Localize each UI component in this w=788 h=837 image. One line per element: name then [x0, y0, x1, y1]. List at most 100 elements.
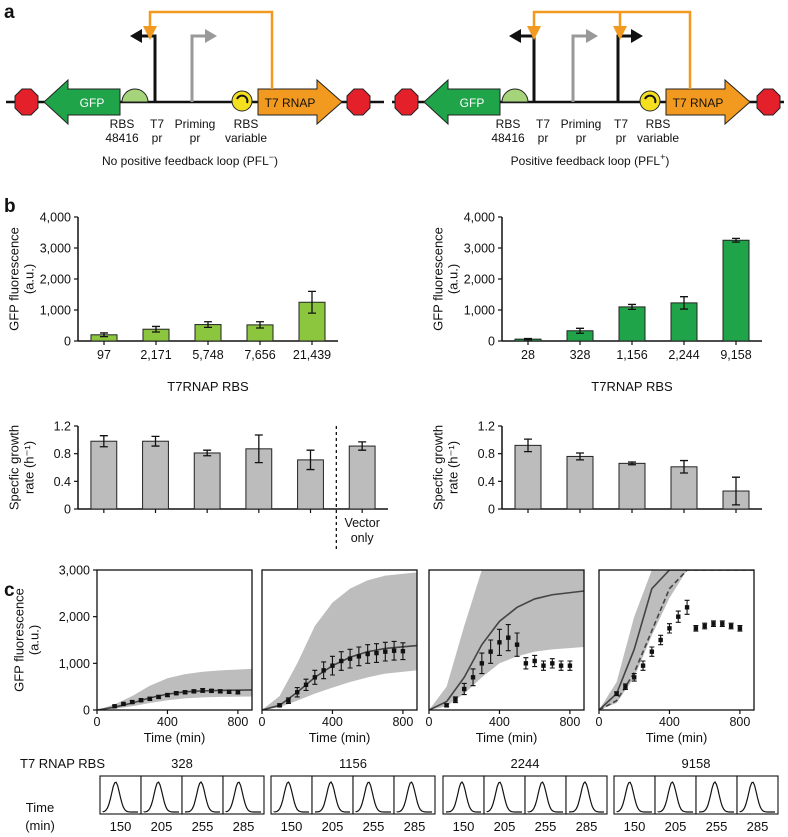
y-tick-label: 3,000: [464, 242, 495, 256]
y-tick-label: 0.4: [478, 475, 495, 489]
dist-box: [442, 775, 485, 815]
x-tick-label: 7,656: [244, 348, 275, 362]
dist-curve: [657, 781, 693, 813]
error-bar: [628, 303, 636, 311]
y-tick-label: 0.8: [54, 447, 71, 461]
t7pr2-label-1: T7: [614, 117, 628, 131]
data-point: [558, 663, 564, 668]
data-point: [130, 699, 135, 705]
y-tick-label: 3,000: [40, 242, 71, 256]
error-bar: [308, 290, 316, 314]
bar: [90, 440, 118, 510]
data-point: [614, 691, 619, 696]
chart-c-timecourse: 0 400 800 Time (min) 0 1,000 2,000 3,000 GFP flu…: [12, 564, 755, 745]
data-point: [112, 704, 117, 709]
dist-curve: [486, 781, 522, 813]
error-bar: [732, 476, 740, 506]
t7pr-label-2: pr: [152, 131, 163, 145]
dist-group-328: 328 150 205 255 285: [99, 756, 265, 834]
error-bar: [524, 337, 532, 341]
model-band: [97, 668, 252, 710]
x-tick-label: 400: [489, 715, 510, 729]
error-bar: [100, 332, 108, 338]
error-bar: [732, 237, 740, 243]
error-bar: [524, 438, 532, 453]
x-tick-label: 21,439: [293, 348, 331, 362]
bar: [193, 452, 221, 510]
y-tick-label: 1.2: [478, 420, 495, 434]
data-point: [649, 649, 655, 654]
bar: [348, 445, 376, 510]
rbs-variable-marker: [639, 90, 661, 112]
x-tick-label: 0: [259, 715, 266, 729]
data-point: [567, 663, 573, 668]
x-tick-label: 400: [157, 715, 178, 729]
x-axis-label: Time (min): [144, 730, 206, 745]
dist-curve: [143, 781, 179, 813]
dist-curve: [102, 781, 138, 813]
dist-time-value: 205: [665, 819, 687, 834]
x-tick-label: 800: [227, 715, 248, 729]
t7-promoter-arrow: [136, 34, 157, 102]
gfp-label: GFP: [460, 96, 485, 110]
priming-label-1: Priming: [175, 117, 216, 131]
priming-label-2: pr: [576, 131, 587, 145]
dist-curve: [396, 781, 432, 813]
dist-time-value: 150: [453, 819, 475, 834]
data-point: [374, 650, 379, 656]
plot-frame: [261, 569, 418, 711]
x-tick-label: 0: [596, 715, 603, 729]
model-line: [429, 590, 584, 710]
dist-group-9158: 9158 150 205 255 285: [613, 756, 779, 834]
data-point: [658, 637, 663, 643]
error-bar: [680, 459, 688, 474]
dist-time-value: 150: [110, 819, 132, 834]
data-point: [121, 701, 126, 707]
data-point: [383, 649, 388, 654]
data-point: [684, 605, 690, 610]
y-axis-label: GFP fluorescence(a.u.): [7, 227, 37, 331]
data-point: [277, 703, 282, 708]
rbs-48416-marker: [121, 88, 149, 103]
y-axis-label: Specfic growthrate (h⁻¹): [431, 425, 461, 510]
rbs48416-label-1: RBS: [110, 117, 135, 131]
data-point: [321, 668, 326, 673]
x-tick-label: 2,171: [140, 348, 171, 362]
dist-box: [222, 775, 265, 815]
error-bar: [358, 441, 367, 451]
data-point: [453, 697, 458, 702]
dist-time-value: 285: [747, 819, 769, 834]
dist-time-value: 285: [233, 819, 255, 834]
x-axis-label: Time (min): [476, 730, 538, 745]
y-tick-label: 0: [64, 335, 71, 349]
priming-promoter-arrow: [190, 34, 211, 102]
dist-box: [654, 775, 697, 815]
t7-promoter-arrow-2: [616, 34, 637, 102]
data-point: [147, 696, 153, 701]
x-tick-label: 328: [570, 348, 591, 362]
rbs48416-label-1: RBS: [496, 117, 521, 131]
y-tick-label: 4,000: [464, 211, 495, 225]
y-tick-label: 0: [488, 503, 495, 517]
model-band: [429, 570, 584, 710]
y-tick-label: 1.2: [54, 420, 71, 434]
dist-box: [181, 775, 224, 815]
dist-time-value: 255: [192, 819, 214, 834]
model-band: [262, 572, 417, 710]
data-point: [286, 698, 291, 703]
chart-b-left-gfp: 0 1,000 2,000 3,000 4,000 97 2,171 5,748 7,656 21…: [7, 211, 338, 394]
x-tick-label: 97: [97, 348, 111, 362]
data-point: [470, 675, 476, 680]
x-tick-label: 5,748: [192, 348, 223, 362]
rbs48416-label-2: 48416: [491, 131, 525, 145]
dist-curve: [698, 781, 734, 813]
error-bar: [306, 449, 315, 471]
dist-curve: [616, 781, 652, 813]
y-tick-label: 3,000: [59, 564, 90, 578]
dist-group-2244: 2244 150 205 255 285: [442, 756, 608, 834]
panel-label-b: b: [4, 196, 16, 217]
data-point: [209, 688, 214, 694]
timecourse-panel-9158: 0 400 800 Time (min): [596, 569, 755, 745]
x-axis-label: Time (min): [309, 730, 371, 745]
dist-box: [565, 775, 608, 815]
